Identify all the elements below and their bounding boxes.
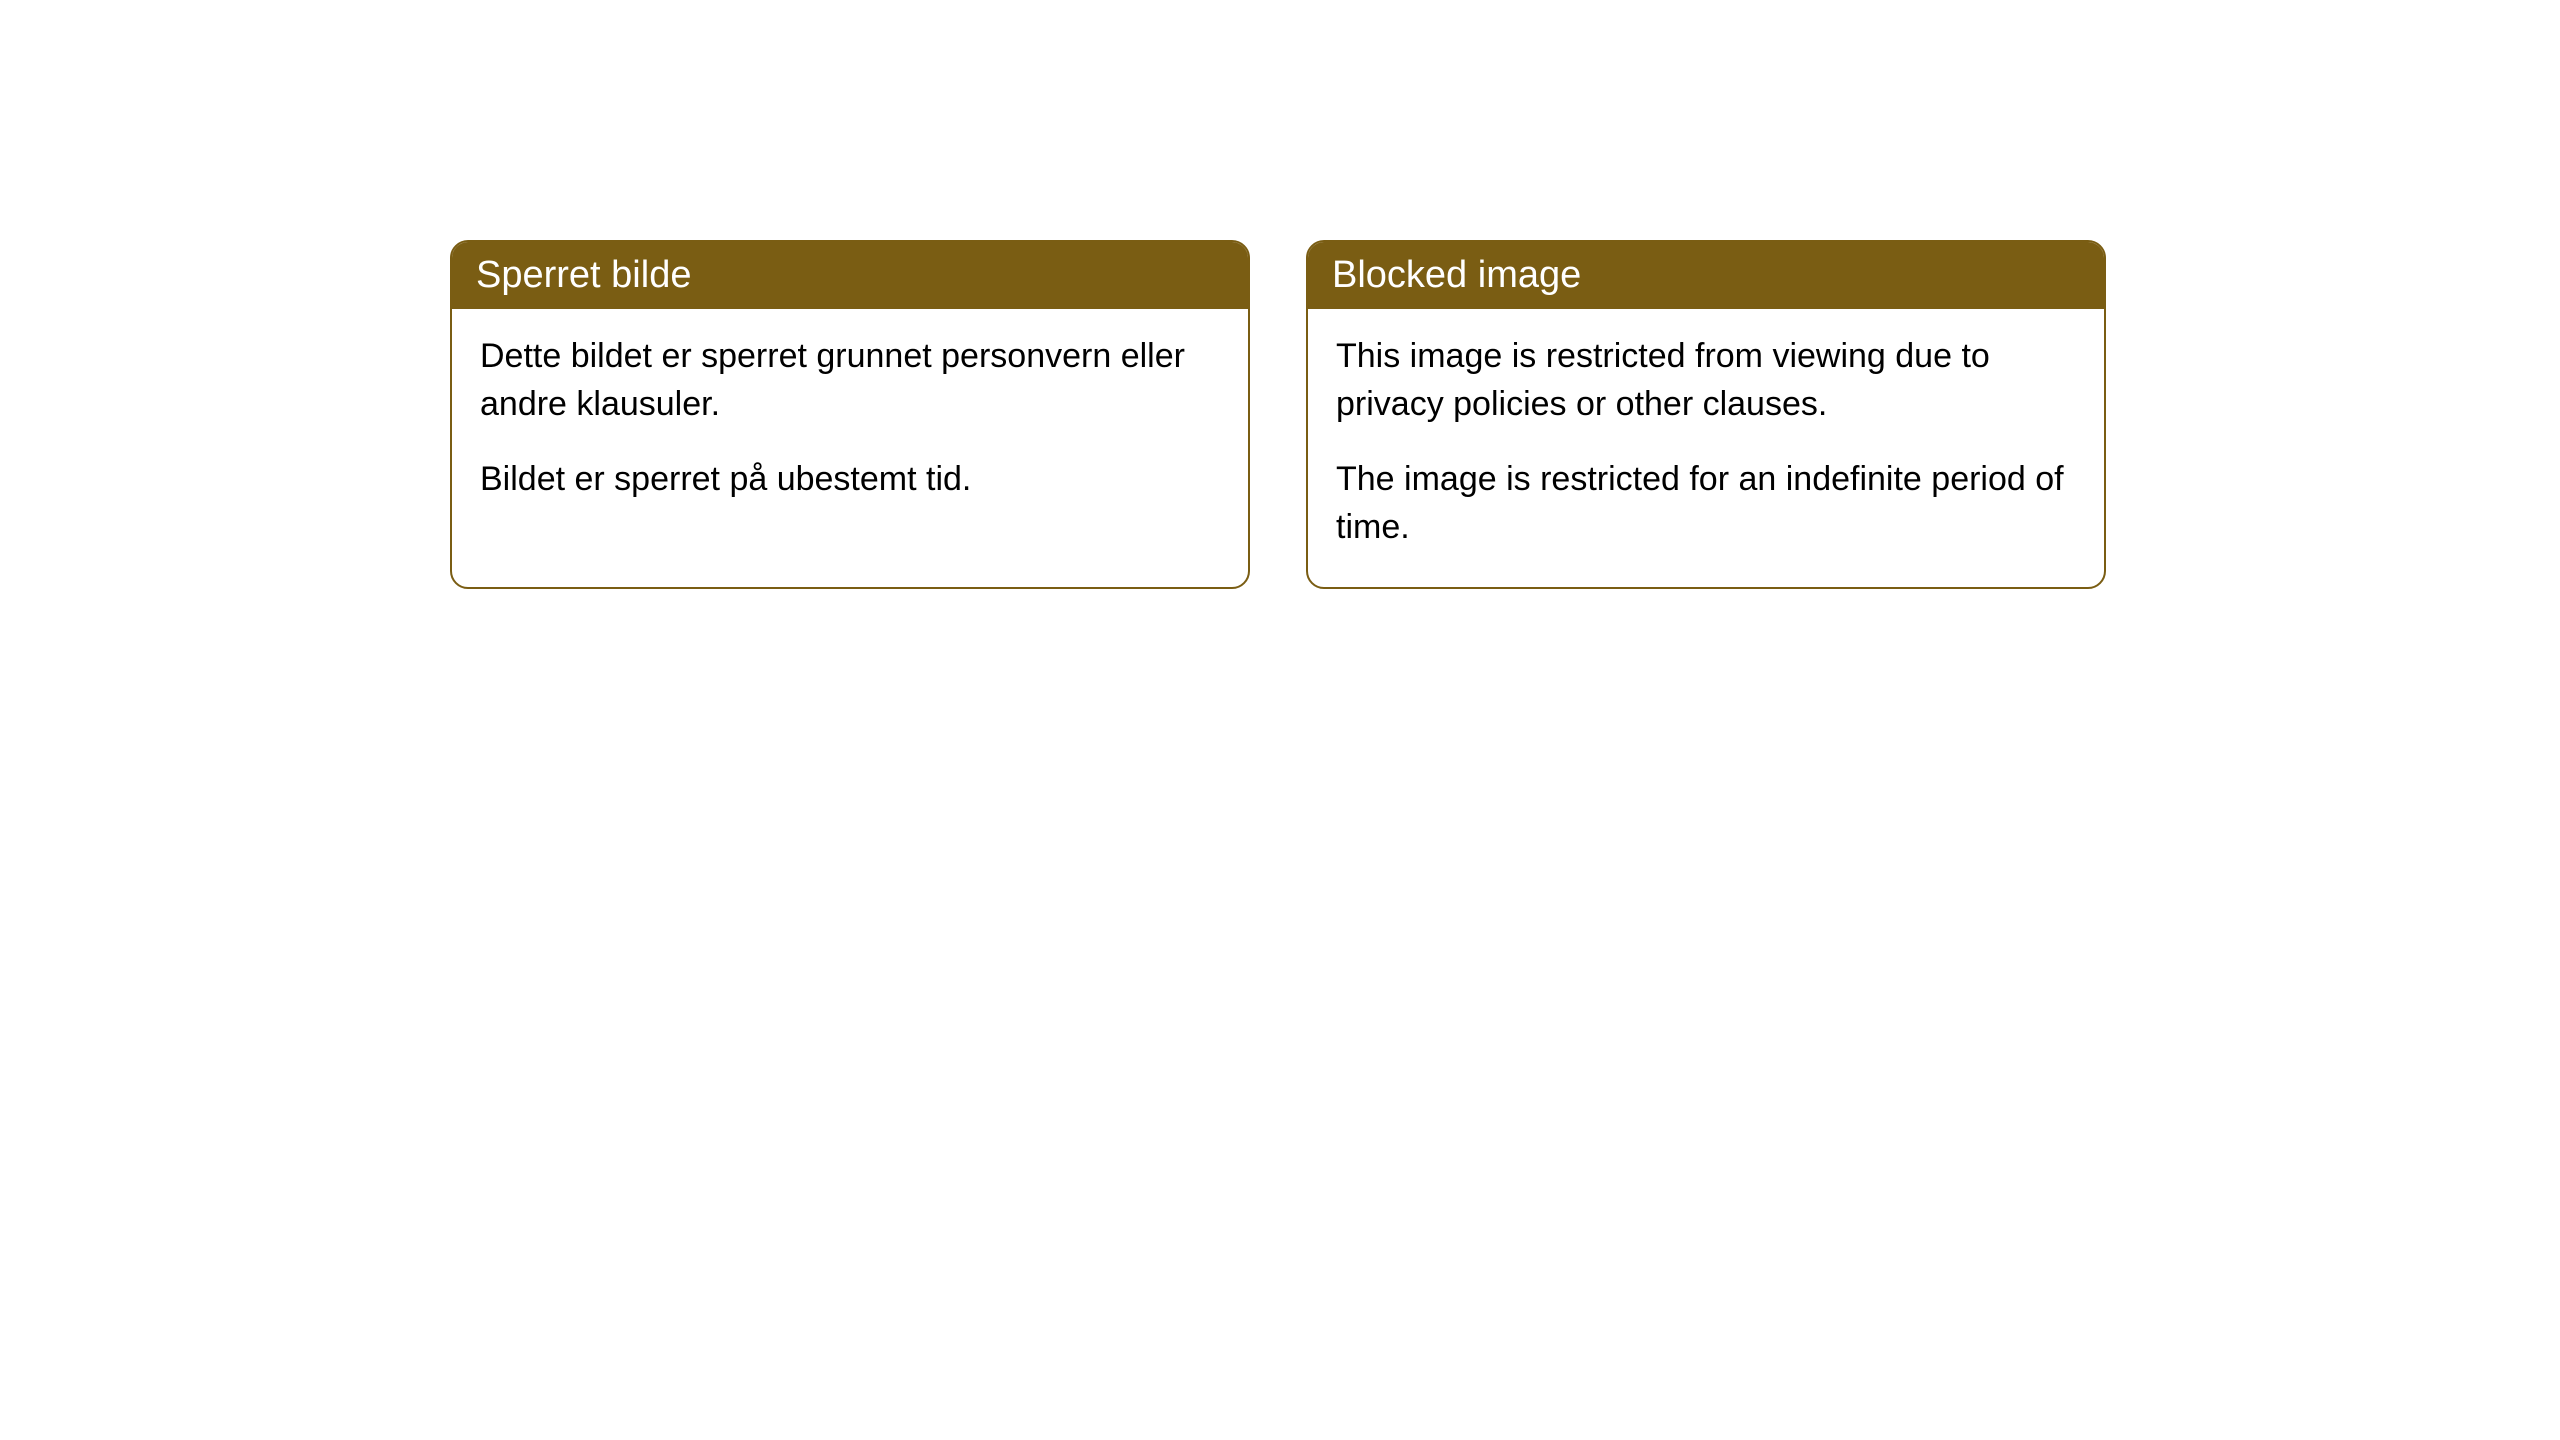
- card-body: Dette bildet er sperret grunnet personve…: [452, 309, 1248, 540]
- card-body: This image is restricted from viewing du…: [1308, 309, 2104, 587]
- notice-card-english: Blocked image This image is restricted f…: [1306, 240, 2106, 589]
- card-title: Blocked image: [1332, 254, 1581, 296]
- notice-cards-container: Sperret bilde Dette bildet er sperret gr…: [450, 240, 2560, 589]
- notice-card-norwegian: Sperret bilde Dette bildet er sperret gr…: [450, 240, 1250, 589]
- card-title: Sperret bilde: [476, 254, 691, 296]
- card-header: Sperret bilde: [452, 242, 1248, 309]
- card-header: Blocked image: [1308, 242, 2104, 309]
- card-paragraph-2: The image is restricted for an indefinit…: [1336, 456, 2076, 551]
- card-paragraph-1: This image is restricted from viewing du…: [1336, 333, 2076, 428]
- card-paragraph-2: Bildet er sperret på ubestemt tid.: [480, 456, 1220, 504]
- card-paragraph-1: Dette bildet er sperret grunnet personve…: [480, 333, 1220, 428]
